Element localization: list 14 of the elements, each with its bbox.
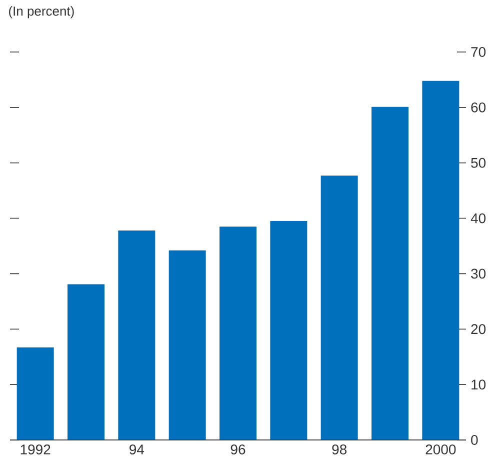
y-tick-label: 60 (471, 102, 486, 112)
x-tick-label: 94 (130, 444, 144, 454)
y-tick-label: 20 (471, 324, 486, 334)
x-tick-label: 1992 (20, 444, 50, 454)
y-tick-label: 10 (472, 380, 486, 390)
x-tick-label: 98 (332, 444, 347, 454)
x-tick-label: 2000 (426, 444, 456, 454)
y-tick-label: 30 (471, 268, 486, 279)
y-tick-label: 0 (471, 435, 478, 445)
x-tick-label: 96 (230, 444, 246, 454)
y-tick-label: 70 (471, 47, 486, 57)
y-tick-label: 50 (471, 158, 486, 168)
chart-title: (In percent) (9, 6, 74, 18)
y-tick-label: 40 (470, 213, 486, 224)
